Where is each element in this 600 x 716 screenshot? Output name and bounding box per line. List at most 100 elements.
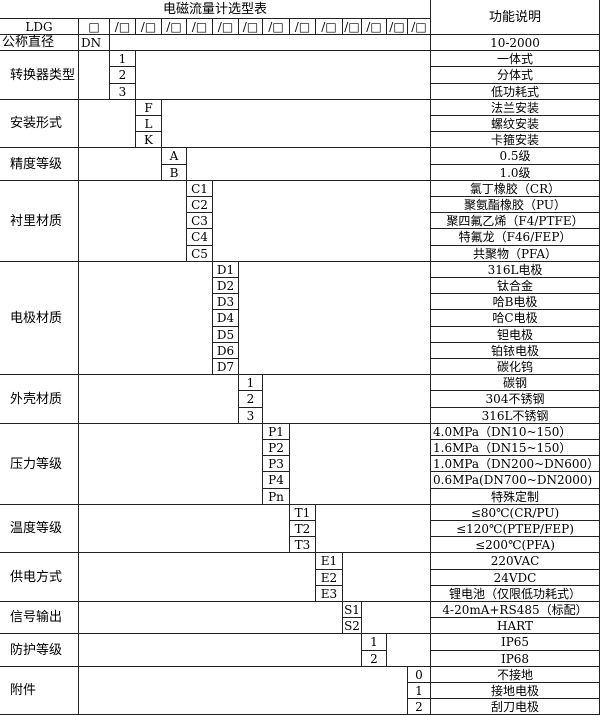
group-label: 精度等级 bbox=[0, 147, 79, 181]
option-description: 聚四氟乙烯（F4/PTFE） bbox=[430, 212, 600, 229]
option-code: P2 bbox=[262, 439, 290, 456]
option-code: D2 bbox=[212, 277, 239, 294]
option-description: 特殊定制 bbox=[430, 488, 600, 505]
option-code: P4 bbox=[262, 471, 290, 489]
header-slot: /□ bbox=[342, 18, 362, 35]
option-description: 哈C电极 bbox=[430, 309, 600, 327]
option-code: C3 bbox=[186, 212, 213, 229]
group-label: 防护等级 bbox=[0, 633, 79, 667]
table-title: 电磁流量计选型表 bbox=[0, 0, 431, 19]
option-code: 1 bbox=[238, 374, 263, 391]
blank-area bbox=[135, 50, 431, 100]
blank-area bbox=[78, 180, 187, 262]
option-code: E1 bbox=[315, 552, 343, 570]
option-code: A bbox=[161, 147, 187, 165]
option-description: 特氟龙（F46/FEP） bbox=[430, 228, 600, 246]
group-label: 电极材质 bbox=[0, 261, 79, 375]
blank-area bbox=[78, 423, 263, 505]
option-description: 一体式 bbox=[430, 50, 600, 67]
header-slot: /□ bbox=[186, 18, 213, 35]
option-code: D6 bbox=[212, 342, 239, 359]
blank-area bbox=[78, 633, 362, 667]
option-code: 3 bbox=[109, 83, 136, 100]
group-label: 外壳材质 bbox=[0, 374, 79, 424]
header-slot: /□ bbox=[407, 18, 431, 35]
option-code: 3 bbox=[238, 407, 263, 424]
option-description: 钛合金 bbox=[430, 277, 600, 294]
option-code: Pn bbox=[262, 488, 290, 505]
option-description: 316L不锈钢 bbox=[430, 407, 600, 424]
option-code: C5 bbox=[186, 245, 213, 262]
group-label: 供电方式 bbox=[0, 552, 79, 602]
option-description: 1.0MPa（DN200~DN600） bbox=[430, 455, 600, 472]
blank-area bbox=[238, 261, 431, 375]
header-slot: □ bbox=[78, 18, 110, 35]
option-description: 低功耗式 bbox=[430, 83, 600, 100]
option-description: 法兰安装 bbox=[430, 99, 600, 116]
blank-area bbox=[161, 99, 431, 148]
model-prefix: LDG bbox=[0, 18, 79, 35]
group-label: 信号输出 bbox=[0, 601, 79, 634]
header-slot: /□ bbox=[109, 18, 136, 35]
option-code: T1 bbox=[289, 504, 316, 521]
option-description: 钽电极 bbox=[430, 326, 600, 343]
option-code: T3 bbox=[289, 536, 316, 553]
option-code: 2 bbox=[238, 390, 263, 408]
option-code: D7 bbox=[212, 358, 239, 375]
header-slot: /□ bbox=[315, 18, 343, 35]
option-description: 4-20mA+RS485（标配） bbox=[430, 601, 600, 618]
option-code: S1 bbox=[342, 601, 362, 618]
option-code: C1 bbox=[186, 180, 213, 197]
option-description: 螺纹安装 bbox=[430, 115, 600, 132]
option-description: 316L电极 bbox=[430, 261, 600, 278]
option-code: E2 bbox=[315, 569, 343, 586]
blank-area bbox=[361, 601, 431, 634]
blank-area bbox=[78, 504, 290, 553]
blank-area bbox=[386, 633, 431, 667]
option-description: IP65 bbox=[430, 633, 600, 651]
option-code: T2 bbox=[289, 520, 316, 537]
option-code: DN bbox=[78, 34, 110, 51]
option-code: 2 bbox=[407, 698, 431, 715]
header-slot: /□ bbox=[289, 18, 316, 35]
blank-area bbox=[109, 34, 431, 51]
option-code: 1 bbox=[109, 50, 136, 67]
group-label: 转换器类型 bbox=[0, 50, 79, 100]
group-label: 公称直径 bbox=[0, 34, 79, 51]
option-description: ≤200℃(PFA) bbox=[430, 536, 600, 553]
option-code: P1 bbox=[262, 423, 290, 440]
option-code: P3 bbox=[262, 455, 290, 472]
header-slot: /□ bbox=[135, 18, 162, 35]
option-description: 碳钢 bbox=[430, 374, 600, 391]
option-description: 4.0MPa（DN10~150） bbox=[430, 423, 600, 440]
option-code: B bbox=[161, 164, 187, 181]
option-description: 刮刀电极 bbox=[430, 698, 600, 715]
option-description: HART bbox=[430, 617, 600, 634]
option-description: 不接地 bbox=[430, 666, 600, 683]
option-code: 1 bbox=[407, 682, 431, 699]
blank-area bbox=[78, 99, 136, 148]
option-description: 共聚物（PFA） bbox=[430, 245, 600, 262]
blank-area bbox=[78, 601, 343, 634]
option-description: 氯丁橡胶（CR） bbox=[430, 180, 600, 197]
blank-area bbox=[315, 504, 431, 553]
blank-area bbox=[78, 374, 239, 424]
option-code: 2 bbox=[109, 66, 136, 84]
option-code: 0 bbox=[407, 666, 431, 683]
option-description: 1.0级 bbox=[430, 164, 600, 181]
header-slot: /□ bbox=[262, 18, 290, 35]
option-description: 铂铱电极 bbox=[430, 342, 600, 359]
header-slot: /□ bbox=[212, 18, 239, 35]
option-description: 聚氨酯橡胶（PU） bbox=[430, 196, 600, 213]
blank-area bbox=[78, 552, 316, 602]
option-code: L bbox=[135, 115, 162, 132]
option-code: S2 bbox=[342, 617, 362, 634]
option-description: ≤120℃(PTEP/FEP) bbox=[430, 520, 600, 537]
header-slot: /□ bbox=[238, 18, 263, 35]
option-description: IP68 bbox=[430, 650, 600, 667]
option-description: 24VDC bbox=[430, 569, 600, 586]
option-code: C2 bbox=[186, 196, 213, 213]
option-code: K bbox=[135, 131, 162, 148]
description-header: 功能说明 bbox=[430, 0, 600, 35]
blank-area bbox=[78, 666, 408, 715]
